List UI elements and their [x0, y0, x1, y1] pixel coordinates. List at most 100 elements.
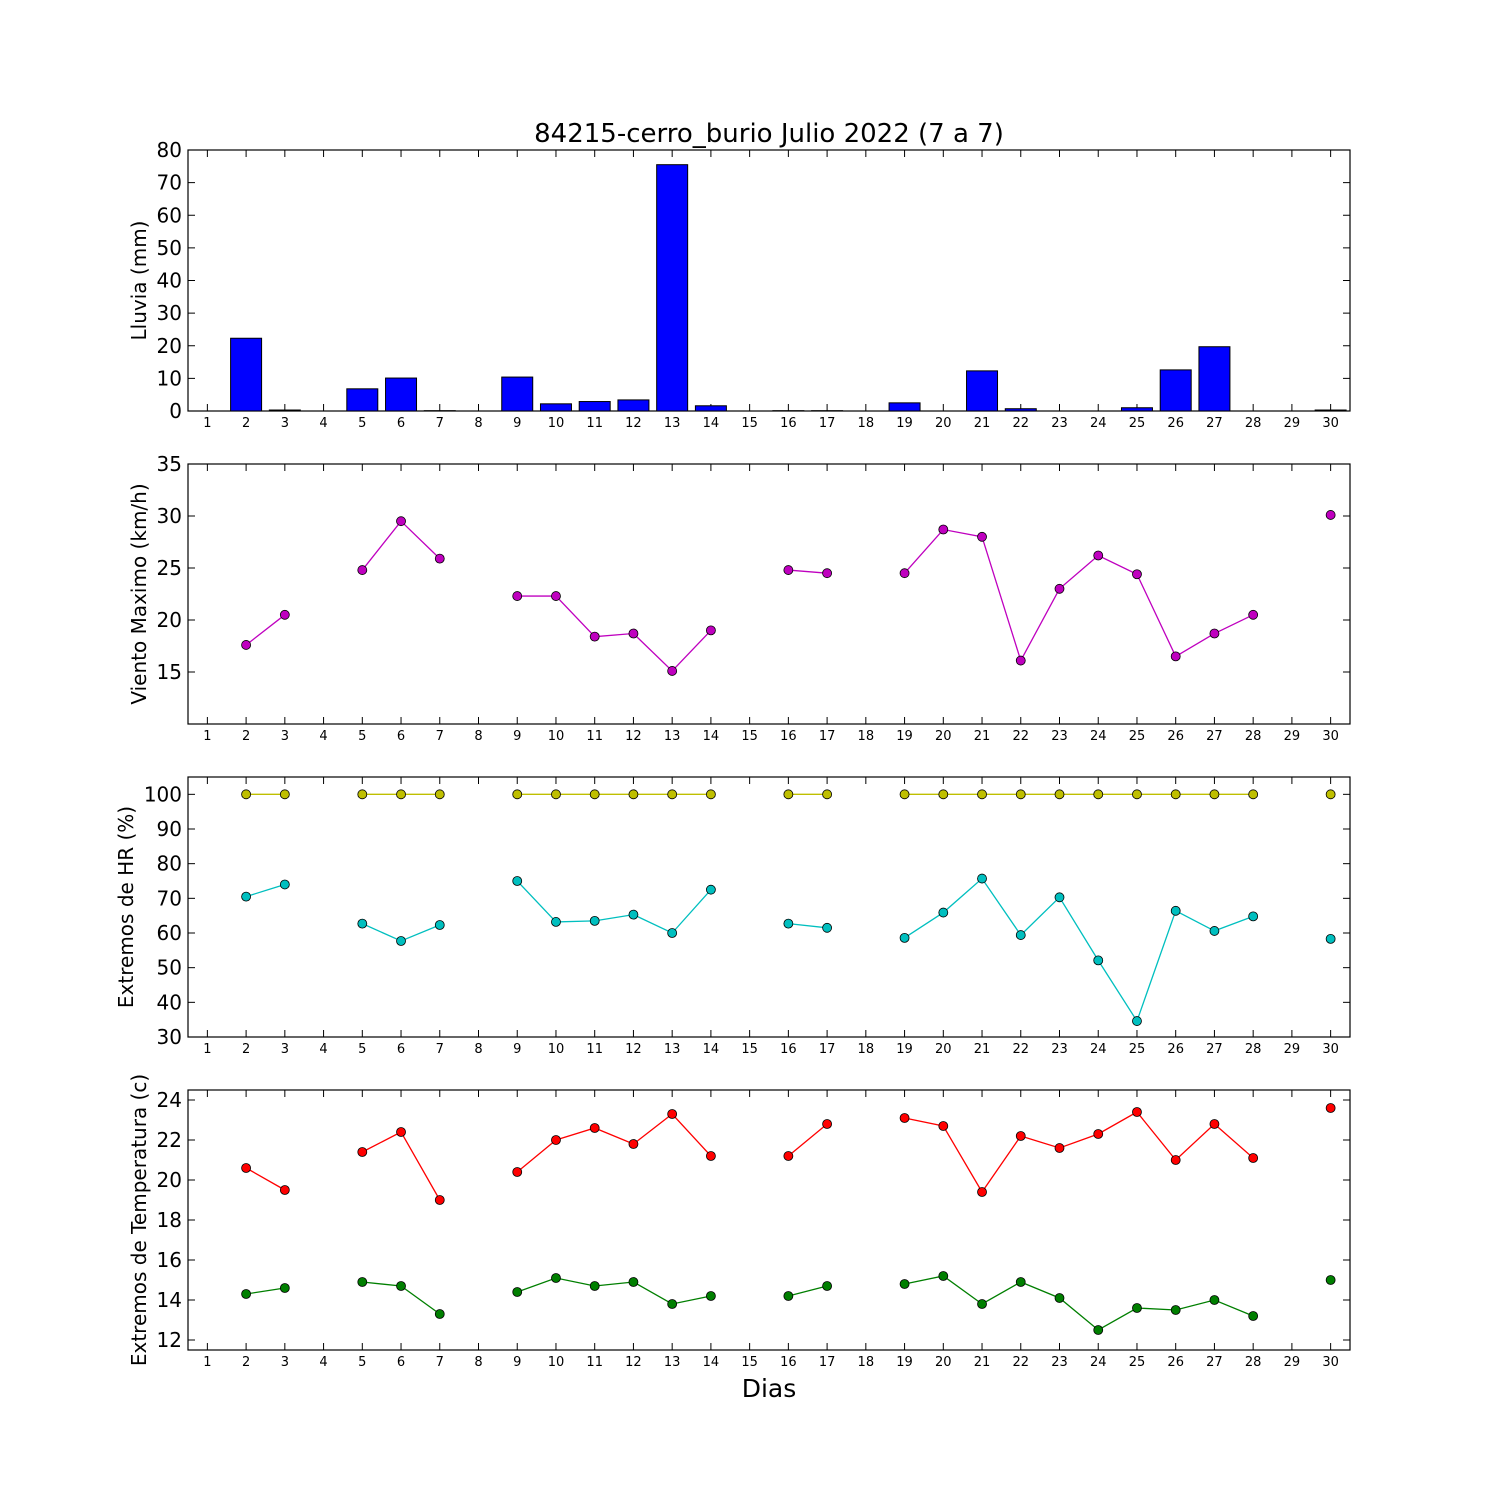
series-line-2 [516, 880, 712, 934]
x-tick-label: 9 [513, 1042, 521, 1057]
data-point [1054, 1143, 1065, 1153]
series-line-1 [788, 569, 828, 574]
data-point [1325, 1103, 1336, 1113]
x-tick-label: 5 [358, 729, 366, 744]
data-point [396, 789, 406, 800]
data-point [1248, 789, 1259, 800]
y-tick-label: 18 [157, 1208, 182, 1232]
x-tick-label: 29 [1284, 1355, 1301, 1370]
y-tick-label: 40 [157, 990, 182, 1014]
x-tick-label: 5 [358, 1042, 366, 1057]
x-tick-label: 27 [1206, 416, 1223, 431]
rain-bar [268, 409, 301, 412]
data-point [434, 553, 445, 564]
data-point [783, 1291, 794, 1301]
y-tick-label: 20 [157, 334, 182, 358]
series-line-2 [245, 883, 286, 898]
data-point [279, 1185, 290, 1195]
data-point [357, 565, 368, 575]
x-tick-label: 12 [625, 729, 642, 744]
x-tick-label: 11 [586, 416, 603, 431]
series-line-1 [787, 1123, 828, 1157]
x-tick-label: 24 [1090, 1355, 1107, 1370]
data-point [589, 789, 600, 800]
x-tick-label: 3 [281, 1355, 289, 1370]
y-tick-label: 35 [157, 452, 182, 476]
x-tick-label: 21 [974, 729, 991, 744]
x-tick-label: 3 [281, 729, 289, 744]
y-tick-label: 0 [169, 399, 182, 423]
x-tick-label: 29 [1284, 1042, 1301, 1057]
data-point [977, 873, 987, 884]
x-tick-label: 16 [780, 416, 797, 431]
data-point [357, 789, 368, 800]
series-line-1 [362, 1131, 441, 1201]
x-tick-label: 8 [474, 729, 482, 744]
rain-bar [230, 337, 263, 412]
x-tick-label: 2 [242, 416, 250, 431]
x-tick-label: 22 [1012, 1042, 1029, 1057]
y-tick-label: 24 [157, 1088, 182, 1112]
rain-bar [1314, 409, 1347, 412]
x-tick-label: 17 [819, 1042, 836, 1057]
x-tick-label: 4 [319, 729, 327, 744]
y-tick-label: 90 [157, 817, 182, 841]
x-tick-label: 28 [1245, 729, 1262, 744]
data-point [783, 789, 794, 800]
x-tick-label: 24 [1090, 1042, 1107, 1057]
data-point [396, 1281, 406, 1291]
x-tick-label: 20 [935, 1355, 952, 1370]
y-tick-label: 100 [144, 782, 182, 806]
data-point [434, 789, 445, 800]
x-tick-label: 30 [1322, 416, 1339, 431]
rain-bar [346, 388, 379, 412]
data-point [1248, 911, 1259, 922]
data-point [357, 918, 368, 929]
data-point [938, 1271, 949, 1281]
chart-title: 84215-cerro_burio Julio 2022 (7 a 7) [534, 119, 1004, 149]
x-tick-label: 30 [1322, 1355, 1339, 1370]
data-point [783, 565, 794, 575]
x-tick-label: 28 [1245, 1355, 1262, 1370]
series-line-2 [246, 1287, 285, 1295]
x-tick-label: 9 [513, 729, 521, 744]
x-tick-label: 12 [625, 416, 642, 431]
y-tick-label: 14 [157, 1288, 182, 1312]
data-point [279, 879, 290, 890]
x-tick-label: 2 [242, 1355, 250, 1370]
data-point [551, 917, 561, 927]
data-point [1015, 1277, 1026, 1287]
x-tick-label: 26 [1167, 416, 1184, 431]
series-line-2 [788, 922, 828, 929]
axes-frame [187, 463, 1351, 725]
x-tick-label: 1 [203, 729, 211, 744]
x-tick-label: 18 [858, 1355, 875, 1370]
data-point [1209, 1119, 1220, 1129]
x-tick-label: 6 [397, 416, 405, 431]
data-point [938, 789, 949, 800]
data-point [1170, 789, 1181, 800]
data-point [1170, 651, 1181, 662]
rain-bar [385, 377, 418, 412]
data-point [899, 789, 910, 800]
x-tick-label: 25 [1129, 1042, 1146, 1057]
x-tick-label: 22 [1012, 1355, 1029, 1370]
x-tick-label: 1 [203, 1355, 211, 1370]
data-point [667, 928, 678, 938]
x-tick-label: 7 [436, 1042, 444, 1057]
y-tick-label: 50 [157, 956, 182, 980]
data-point [357, 1147, 368, 1157]
y-tick-label: 70 [157, 886, 182, 910]
x-tick-label: 29 [1284, 416, 1301, 431]
x-tick-label: 30 [1322, 1042, 1339, 1057]
x-tick-label: 14 [703, 1042, 720, 1057]
x-tick-label: 19 [896, 416, 913, 431]
data-point [706, 1151, 716, 1161]
data-point [434, 920, 445, 930]
x-tick-label: 10 [548, 416, 565, 431]
data-point [241, 891, 252, 902]
data-point [1015, 655, 1026, 666]
x-tick-label: 7 [436, 1355, 444, 1370]
x-tick-label: 13 [664, 1042, 681, 1057]
